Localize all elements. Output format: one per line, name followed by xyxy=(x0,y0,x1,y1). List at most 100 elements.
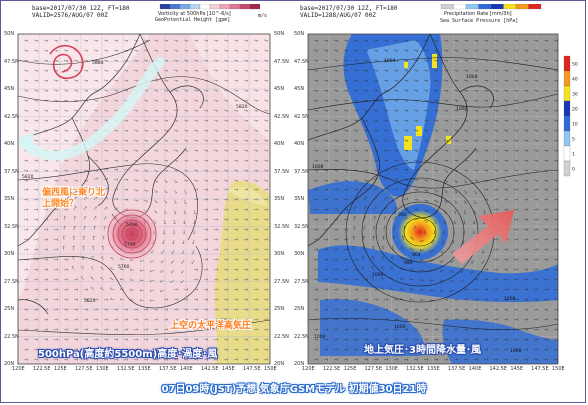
right-header-line1: base=2017/07/30 12Z, FT=180 xyxy=(300,5,398,12)
lat-tick-left: 35N xyxy=(4,196,15,202)
lat-tick-left: 47.5N xyxy=(4,58,19,65)
vbar-tick-label: 5 xyxy=(572,137,575,143)
lon-tick-left: 145E xyxy=(222,366,235,372)
colorbar-swatch xyxy=(503,4,517,10)
lat-tick-mid: 45N xyxy=(274,86,285,92)
contour-label: 5700 xyxy=(124,242,136,248)
left-colorbar xyxy=(159,4,261,10)
lat-tick-right-panel: 50N xyxy=(294,31,305,37)
contour-label: 5820 xyxy=(22,174,34,180)
vbar-swatch xyxy=(563,130,571,147)
pacific-high-edge xyxy=(228,187,268,206)
left-map-body: 5880 5820 5820 5700 5760 5820 5880 5700 xyxy=(18,34,270,364)
vbar-tick-label: 0 xyxy=(572,167,575,173)
colorbar-swatch xyxy=(515,4,529,10)
lon-tick-left: 125E xyxy=(54,366,67,372)
isobar-label: 964 xyxy=(412,252,421,258)
lat-tick-mid: 35N xyxy=(274,196,285,202)
lat-tick-left: 42.5N xyxy=(4,113,19,120)
vbar-tick-label: 30 xyxy=(572,92,578,98)
isobar-label: 1008 xyxy=(466,74,478,80)
heavy-rain-cell xyxy=(404,136,412,150)
heavy-rain-cell xyxy=(446,136,451,144)
lon-tick-right: 140E xyxy=(468,366,482,372)
lon-tick-left: 122.5E xyxy=(33,366,51,372)
lat-tick-right-panel: 47.5N xyxy=(294,58,309,65)
isobar-label: 1004 xyxy=(314,334,326,340)
westerlies-annotation: 偏西風に乗り北上開始？ xyxy=(42,188,106,209)
lat-tick-mid: 20N xyxy=(274,361,285,367)
cyclone-swirl-icon xyxy=(49,44,84,80)
lat-tick-right-panel: 42.5N xyxy=(294,113,309,120)
contour-label: 5820 xyxy=(84,298,96,304)
rain-area-southwest xyxy=(320,298,424,356)
colorbar-swatch xyxy=(490,4,504,10)
typhoon-direction-arrow xyxy=(452,210,514,264)
vbar-swatch xyxy=(563,160,571,177)
lon-tick-right: 132.5E xyxy=(406,366,424,372)
lat-tick-left: 32.5N xyxy=(4,223,19,230)
lat-tick-right-panel: 35N xyxy=(294,196,305,202)
lat-tick-right-panel: 32.5N xyxy=(294,223,309,230)
lat-tick-mid: 37.5N xyxy=(274,168,289,175)
lat-tick-mid: 30N xyxy=(274,251,285,257)
vbar-tick-label: 20 xyxy=(572,107,578,113)
lon-tick-left: 130E xyxy=(96,366,109,372)
lat-tick-right-panel: 37.5N xyxy=(294,168,309,175)
lat-tick-mid: 25N xyxy=(274,306,285,312)
isobar-label: 984 xyxy=(404,260,413,266)
lat-tick-left: 40N xyxy=(4,141,15,147)
geopotential-contours xyxy=(18,39,270,335)
lat-tick-right-panel: 40N xyxy=(294,141,305,147)
typhoon-contours xyxy=(107,209,157,259)
left-contour-labels: 5880 5820 5820 5700 5760 5820 5880 5700 xyxy=(22,60,248,324)
lon-tick-left: 135E xyxy=(138,366,151,372)
lat-tick-left: 45N xyxy=(4,86,15,92)
lon-tick-right: 135E xyxy=(427,366,440,372)
colorbar-swatch xyxy=(453,4,467,10)
vbar-swatch xyxy=(563,115,571,132)
right-header-line2: VALID=1288/AUG/07 00Z xyxy=(300,12,376,19)
left-colorbar-title: Vorticity at 500hPa [10^-6/s] xyxy=(158,11,231,17)
lat-tick-left: 25N xyxy=(4,306,15,312)
isobar-label: 1000 xyxy=(394,324,406,330)
lat-tick-left: 20N xyxy=(4,361,15,367)
lon-tick-right: 142.5E xyxy=(489,366,507,372)
left-wind-unit: m/s xyxy=(258,13,268,19)
typhoon-vorticity-core xyxy=(102,204,162,264)
lat-tick-left: 30N xyxy=(4,251,15,257)
lat-tick-mid: 47.5N xyxy=(274,58,289,65)
bottom-title: 07日09時(JST)予想 気象庁GSMモデル 初期値30日21時 xyxy=(161,384,427,395)
left-field-label: GeoPotential Height [gpm] xyxy=(155,17,231,23)
lon-tick-right: 137.5E xyxy=(447,366,466,372)
left-header-line2: VALID=2576/AUG/07 00Z xyxy=(32,12,108,19)
lon-tick-left: 147.5E xyxy=(243,366,261,372)
isobar-label: 1008 xyxy=(312,164,324,170)
lon-tick-left: 132.5E xyxy=(117,366,135,372)
rain-area-southeast xyxy=(442,319,558,364)
lat-tick-right-panel: 27.5N xyxy=(294,278,309,285)
lat-tick-right-panel: 20N xyxy=(294,361,305,367)
isobar-label: 1000 xyxy=(372,272,384,278)
lon-tick-left: 150E xyxy=(264,366,277,372)
vbar-swatch xyxy=(563,70,571,87)
lon-tick-left: 127.5E xyxy=(75,366,93,372)
colorbar-swatch xyxy=(465,4,479,10)
vbar-tick-label: 40 xyxy=(572,77,578,83)
heavy-rain-cell xyxy=(404,62,408,68)
isobar-label: 1004 xyxy=(384,58,396,64)
lon-tick-right: 120E xyxy=(302,366,315,372)
left-header-line1: base=2017/07/30 12Z, FT=180 xyxy=(32,5,130,12)
right-coastlines xyxy=(308,34,494,247)
contour-label: 5700 xyxy=(126,222,138,228)
right-map-border xyxy=(307,33,559,365)
lon-tick-right: 150E xyxy=(552,366,565,372)
colorbar-swatch xyxy=(528,4,542,10)
isobar-label: 992 xyxy=(398,212,407,218)
right-colorbar xyxy=(440,4,542,10)
isobar-label: 1008 xyxy=(504,296,516,302)
lat-tick-right-panel: 45N xyxy=(294,86,305,92)
colorbar-swatch xyxy=(440,4,454,10)
lon-tick-left: 137.5E xyxy=(159,366,177,372)
